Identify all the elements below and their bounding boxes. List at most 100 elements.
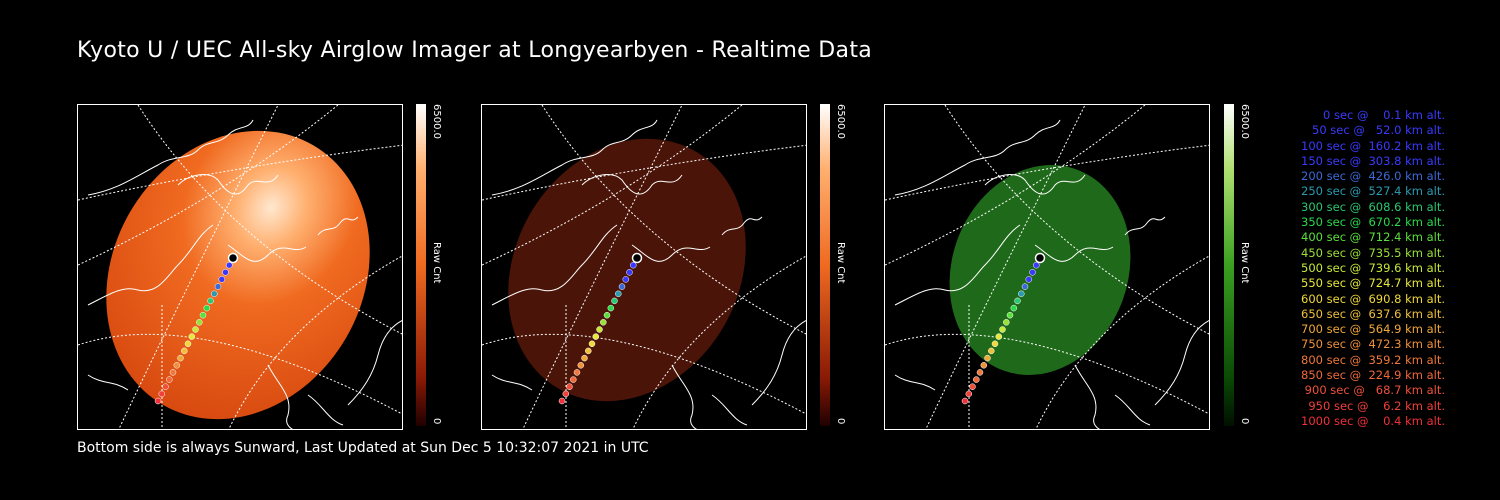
trajectory-point	[980, 362, 988, 369]
legend-entry: 750 sec @ 472.3 km alt.	[1297, 337, 1445, 352]
trajectory-point	[558, 397, 566, 405]
legend-entry: 100 sec @ 160.2 km alt.	[1297, 138, 1445, 153]
trajectory-legend: 0 sec @ 0.1 km alt. 50 sec @ 52.0 km alt…	[1265, 108, 1445, 429]
trajectory-point	[1018, 290, 1025, 298]
trajectory-point	[581, 354, 588, 362]
allsky-image	[481, 104, 807, 430]
trajectory-point	[169, 369, 177, 376]
trajectory-point	[562, 390, 570, 398]
trajectory-point	[166, 376, 173, 383]
trajectory-point	[184, 340, 192, 348]
trajectory-point	[226, 261, 233, 269]
trajectory-point	[592, 333, 600, 340]
trajectory-point	[154, 397, 162, 405]
trajectory-point	[615, 290, 622, 298]
legend-entry: 800 sec @ 359.2 km alt.	[1297, 352, 1445, 367]
allsky-image	[884, 104, 1210, 430]
legend-entry: 900 sec @ 68.7 km alt.	[1301, 383, 1445, 398]
trajectory-point	[1029, 269, 1036, 276]
trajectory-point	[596, 326, 603, 333]
trajectory-point	[173, 362, 181, 369]
image-panel	[884, 84, 1214, 430]
legend-entry: 1000 sec @ 0.4 km alt.	[1301, 413, 1445, 428]
trajectory-point	[222, 269, 229, 276]
trajectory-point	[607, 304, 615, 312]
legend-entry: 350 sec @ 670.2 km alt.	[1297, 215, 1445, 230]
trajectory-point	[1014, 297, 1021, 305]
colorbar	[1224, 104, 1234, 426]
legend-entry: 200 sec @ 426.0 km alt.	[1297, 169, 1445, 184]
page-title: Kyoto U / UEC All-sky Airglow Imager at …	[77, 38, 873, 63]
colorbar-unit-label: Raw Cnt	[835, 242, 846, 284]
trajectory-point	[965, 390, 973, 398]
colorbar-min-label: 0	[835, 418, 846, 425]
trajectory-point	[988, 347, 995, 355]
trajectory-point	[984, 354, 991, 362]
trajectory-point	[600, 319, 607, 326]
legend-entry: 150 sec @ 303.8 km alt.	[1297, 153, 1445, 168]
trajectory-point	[1003, 319, 1010, 326]
colorbar-max-label: 6500.0	[1239, 104, 1250, 139]
trajectory-point	[630, 261, 637, 269]
legend-entry: 950 sec @ 6.2 km alt.	[1304, 398, 1445, 413]
trajectory-point	[995, 333, 1003, 340]
image-panel	[481, 84, 811, 430]
legend-entry: 50 sec @ 52.0 km alt.	[1304, 123, 1445, 138]
trajectory-point	[961, 397, 969, 405]
trajectory-point	[973, 376, 980, 383]
trajectory-point	[1006, 311, 1014, 319]
trajectory-point	[573, 369, 581, 376]
legend-entry: 500 sec @ 739.6 km alt.	[1297, 260, 1445, 275]
trajectory-point	[969, 383, 976, 390]
colorbar-max-label: 6500.0	[835, 104, 846, 139]
legend-entry: 300 sec @ 608.6 km alt.	[1297, 199, 1445, 214]
trajectory-point	[626, 269, 633, 276]
trajectory-point	[214, 283, 222, 290]
legend-entry: 250 sec @ 527.4 km alt.	[1297, 184, 1445, 199]
colorbar-min-label: 0	[1239, 418, 1250, 425]
trajectory-point	[991, 340, 999, 348]
legend-entry: 600 sec @ 690.8 km alt.	[1297, 291, 1445, 306]
colorbar-unit-label: Raw Cnt	[431, 242, 442, 284]
trajectory-point	[1021, 283, 1029, 290]
trajectory-point	[207, 297, 214, 305]
trajectory-start	[631, 252, 643, 264]
trajectory-point	[585, 347, 592, 355]
trajectory-point	[588, 340, 596, 348]
trajectory-point	[192, 326, 199, 333]
trajectory-point	[976, 369, 984, 376]
legend-entry: 700 sec @ 564.9 km alt.	[1297, 322, 1445, 337]
legend-entry: 850 sec @ 224.9 km alt.	[1297, 368, 1445, 383]
trajectory-point	[1025, 276, 1033, 283]
footer-note: Bottom side is always Sunward, Last Upda…	[77, 440, 649, 456]
trajectory-point	[999, 326, 1006, 333]
trajectory-point	[611, 297, 618, 305]
legend-entry: 0 sec @ 0.1 km alt.	[1312, 108, 1445, 122]
trajectory-point	[577, 362, 585, 369]
trajectory-point	[196, 319, 203, 326]
trajectory-point	[181, 347, 188, 355]
colorbar-unit-label: Raw Cnt	[1239, 242, 1250, 284]
image-panel	[77, 84, 407, 430]
trajectory-point	[203, 304, 211, 312]
trajectory-point	[603, 311, 611, 319]
colorbar	[820, 104, 830, 426]
trajectory-point	[570, 376, 577, 383]
allsky-image	[77, 104, 403, 430]
trajectory-point	[162, 383, 169, 390]
trajectory-point	[211, 290, 218, 298]
trajectory-point	[622, 276, 630, 283]
trajectory-start	[227, 252, 239, 264]
colorbar-min-label: 0	[431, 418, 442, 425]
legend-entry: 450 sec @ 735.5 km alt.	[1297, 245, 1445, 260]
colorbar-max-label: 6500.0	[431, 104, 442, 139]
legend-entry: 650 sec @ 637.6 km alt.	[1297, 306, 1445, 321]
trajectory-point	[199, 311, 207, 319]
trajectory-point	[566, 383, 573, 390]
colorbar	[416, 104, 426, 426]
trajectory-point	[218, 276, 226, 283]
trajectory-point	[177, 354, 184, 362]
trajectory-point	[1010, 304, 1018, 312]
trajectory-point	[158, 390, 166, 398]
trajectory-point	[618, 283, 626, 290]
